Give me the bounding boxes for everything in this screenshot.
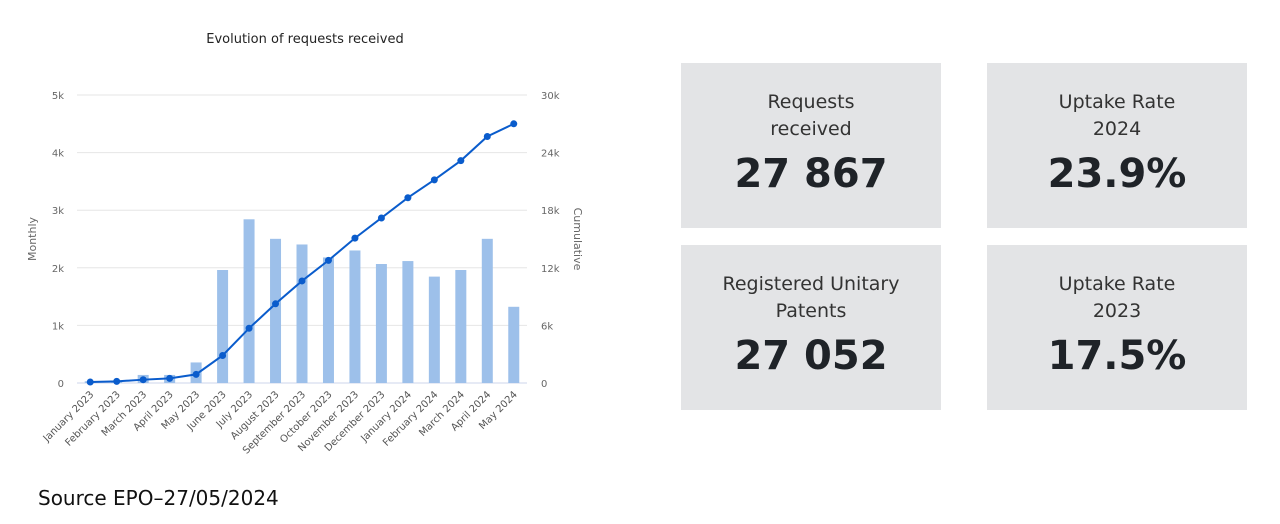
card-value: 27 052	[681, 333, 941, 379]
bar	[349, 250, 360, 383]
cumulative-point	[325, 257, 332, 264]
cumulative-point	[378, 214, 385, 221]
bar	[376, 264, 387, 383]
left-tick-label: 4k	[52, 149, 64, 160]
source-note: Source EPO–27/05/2024	[38, 486, 279, 510]
right-axis-label: Cumulative	[571, 208, 584, 271]
registered-patents-card: Registered Unitary Patents 27 052	[681, 245, 941, 410]
card-label: Registered Unitary Patents	[681, 271, 941, 325]
chart-title: Evolution of requests received	[206, 32, 404, 47]
bar	[482, 239, 493, 383]
cumulative-point	[272, 300, 279, 307]
left-tick-label: 2k	[52, 264, 64, 275]
cumulative-point	[113, 378, 120, 385]
cumulative-point	[246, 325, 253, 332]
right-tick-label: 6k	[541, 321, 553, 332]
card-value: 23.9%	[987, 151, 1247, 197]
cumulative-point	[87, 379, 94, 386]
right-tick-label: 18k	[541, 206, 560, 217]
bar	[429, 277, 440, 383]
bar	[297, 244, 308, 383]
cumulative-point	[351, 235, 358, 242]
card-label: Uptake Rate 2023	[987, 271, 1247, 325]
cumulative-point	[299, 277, 306, 284]
left-tick-label: 1k	[52, 321, 64, 332]
bar	[217, 270, 228, 383]
right-tick-label: 0	[541, 379, 547, 390]
bar	[270, 239, 281, 383]
cumulative-point	[484, 133, 491, 140]
card-value: 27 867	[681, 151, 941, 197]
bar	[455, 270, 466, 383]
left-tick-label: 3k	[52, 206, 64, 217]
cumulative-point	[457, 157, 464, 164]
card-label: Uptake Rate 2024	[987, 89, 1247, 143]
card-label: Requests received	[681, 89, 941, 143]
uptake-rate-2024-card: Uptake Rate 2024 23.9%	[987, 63, 1247, 228]
bar	[402, 261, 413, 383]
bar	[323, 257, 334, 383]
bar	[508, 307, 519, 383]
left-axis-label: Monthly	[26, 216, 39, 261]
uptake-rate-2023-card: Uptake Rate 2023 17.5%	[987, 245, 1247, 410]
cumulative-point	[404, 194, 411, 201]
bar	[244, 219, 255, 383]
cumulative-point	[166, 375, 173, 382]
requests-received-card: Requests received 27 867	[681, 63, 941, 228]
cumulative-point	[140, 376, 147, 383]
cumulative-point	[193, 371, 200, 378]
cumulative-point	[431, 176, 438, 183]
left-tick-label: 0	[58, 379, 64, 390]
right-tick-label: 12k	[541, 264, 560, 275]
left-tick-label: 5k	[52, 91, 64, 102]
right-tick-label: 30k	[541, 91, 560, 102]
requests-chart: Evolution of requests received 0 0 1k 6k 2k 1…	[0, 0, 600, 480]
right-tick-label: 24k	[541, 149, 560, 160]
cumulative-point	[219, 352, 226, 359]
card-value: 17.5%	[987, 333, 1247, 379]
cumulative-point	[510, 120, 517, 127]
